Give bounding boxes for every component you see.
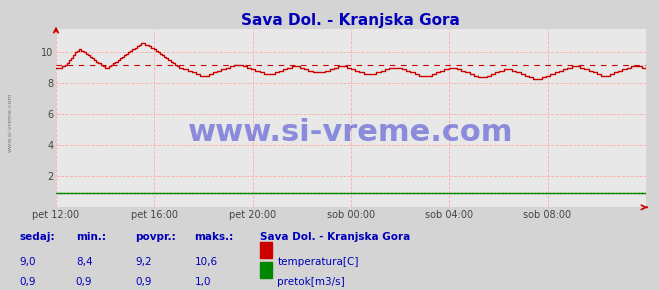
Text: Sava Dol. - Kranjska Gora: Sava Dol. - Kranjska Gora [260,232,411,242]
Text: 0,9: 0,9 [135,277,152,287]
Text: 8,4: 8,4 [76,257,92,267]
Text: www.si-vreme.com: www.si-vreme.com [188,118,513,147]
Text: temperatura[C]: temperatura[C] [277,257,359,267]
Text: povpr.:: povpr.: [135,232,176,242]
Text: 9,2: 9,2 [135,257,152,267]
Text: 9,0: 9,0 [20,257,36,267]
Title: Sava Dol. - Kranjska Gora: Sava Dol. - Kranjska Gora [241,13,461,28]
Text: 0,9: 0,9 [20,277,36,287]
Text: 1,0: 1,0 [194,277,211,287]
Text: maks.:: maks.: [194,232,234,242]
Text: www.si-vreme.com: www.si-vreme.com [8,92,13,152]
Text: sedaj:: sedaj: [20,232,55,242]
Text: pretok[m3/s]: pretok[m3/s] [277,277,345,287]
Text: min.:: min.: [76,232,106,242]
Text: 0,9: 0,9 [76,277,92,287]
Text: 10,6: 10,6 [194,257,217,267]
